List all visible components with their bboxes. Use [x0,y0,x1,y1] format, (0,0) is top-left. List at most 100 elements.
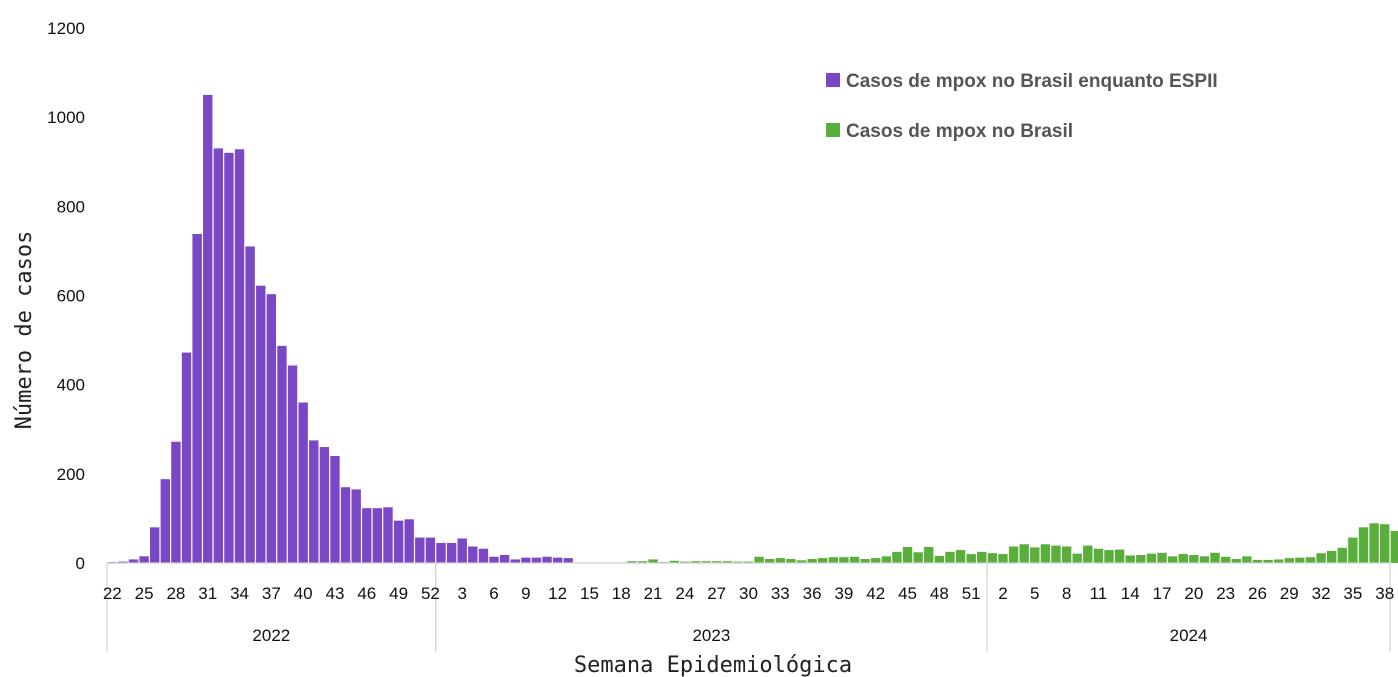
bar-series-1 [1093,548,1104,563]
bar-series-0 [309,440,319,563]
bar-series-0 [478,548,489,563]
x-tick-label: 2 [998,584,1007,603]
bar-series-0 [298,402,308,563]
bar-series-0 [150,527,160,563]
x-tick-label: 8 [1062,584,1071,603]
x-tick-label: 31 [198,584,217,603]
bar-series-1 [1008,546,1019,563]
x-tick-label: 17 [1153,584,1172,603]
bar-series-1 [1369,523,1379,563]
bar-series-0 [171,441,181,563]
x-tick-label: 23 [1216,584,1235,603]
bar-series-1 [955,550,966,563]
x-axis-title: Semana Epidemiológica [574,653,852,677]
x-tick-label: 38 [1375,584,1394,603]
bar-series-0 [521,557,531,563]
x-tick-label: 36 [803,584,822,603]
bar-series-1 [849,556,860,563]
bar-series-0 [224,152,234,563]
bar-series-0 [425,537,436,563]
x-tick-label: 27 [707,584,726,603]
bar-series-1 [1231,558,1241,563]
bar-series-0 [213,148,224,564]
bar-series-1 [1295,557,1305,563]
bar-series-1 [701,561,711,563]
x-tick-label: 32 [1312,584,1331,603]
bar-series-1 [627,561,637,563]
bar-series-1 [1326,550,1337,563]
bar-series-0 [457,538,467,563]
x-tick-label: 52 [421,584,440,603]
bar-series-1 [892,551,902,563]
bar-series-1 [818,558,828,563]
x-tick-label: 37 [262,584,281,603]
x-tick-label: 11 [1090,584,1108,603]
bar-series-0 [181,352,192,563]
bar-series-0 [510,559,520,563]
x-axis [106,562,1391,652]
bar-series-1 [1114,549,1125,564]
legend-swatch-espii [826,73,840,87]
bar-series-0 [446,542,457,563]
bar-series-0 [160,479,171,563]
x-tick-label: 35 [1343,584,1362,603]
bar-series-1 [1348,537,1358,563]
y-tick-label: 600 [57,287,85,306]
x-tick-label: 28 [166,584,185,603]
bar-series-0 [256,285,266,563]
bar-series-1 [1083,545,1093,563]
bar-series-1 [839,557,849,563]
bar-series-0 [330,456,340,563]
bar-series-0 [192,233,202,564]
legend-swatch-geral [826,123,840,137]
bar-series-1 [860,558,870,563]
x-tick-label: 51 [962,584,981,603]
y-tick-label: 800 [57,197,85,216]
bar-series-1 [796,560,807,563]
x-tick-label: 42 [866,584,885,603]
bar-series-1 [966,554,976,563]
bar-series-1 [902,546,913,563]
x-tick-label: 20 [1184,584,1203,603]
bar-series-0 [287,365,298,563]
legend-label-geral: Casos de mpox no Brasil [846,121,1073,142]
bar-series-0 [234,149,245,563]
bar-series-1 [913,552,923,563]
x-tick-label: 12 [548,584,567,603]
bar-series-0 [468,546,478,563]
bar-series-0 [552,557,563,563]
x-tick-label: 18 [612,584,631,603]
bar-series-1 [722,561,732,563]
bar-series-1 [775,558,786,563]
x-tick-label: 45 [898,584,917,603]
bar-series-1 [828,557,839,563]
x-tick-label: 29 [1280,584,1299,603]
bar-series-1 [998,554,1008,563]
x-tick-label: 48 [930,584,949,603]
bar-series-1 [1220,556,1231,563]
bar-series-1 [1273,559,1284,563]
year-label: 2023 [692,626,730,645]
bar-series-0 [404,519,414,563]
bar-series-1 [1263,559,1273,563]
x-tick-label: 9 [521,584,530,603]
bar-series-0 [277,345,287,563]
bar-series-1 [648,559,658,563]
x-tick-label: 40 [294,584,313,603]
y-axis-ticks: 0 200 400 600 800 1000 1200 [47,19,85,573]
y-tick-label: 1200 [47,19,85,38]
x-axis-ticks: 22 25 28 31 34 37 40 43 46 49 52 3 6 9 12 15 18 21 24 27 30 3… [103,584,1394,603]
bar-series-1 [1199,556,1210,563]
x-tick-label: 43 [326,584,345,603]
bar-series-1 [1019,544,1029,563]
x-tick-label: 30 [739,584,758,603]
bar-series-1 [1337,547,1347,563]
bar-series-1 [1358,527,1369,563]
bar-series-0 [383,507,393,563]
bar-series-1 [934,555,945,563]
bar-series-1 [637,561,648,563]
year-label: 2022 [252,626,290,645]
bar-series-1 [1178,554,1188,563]
bar-series-0 [319,447,330,563]
